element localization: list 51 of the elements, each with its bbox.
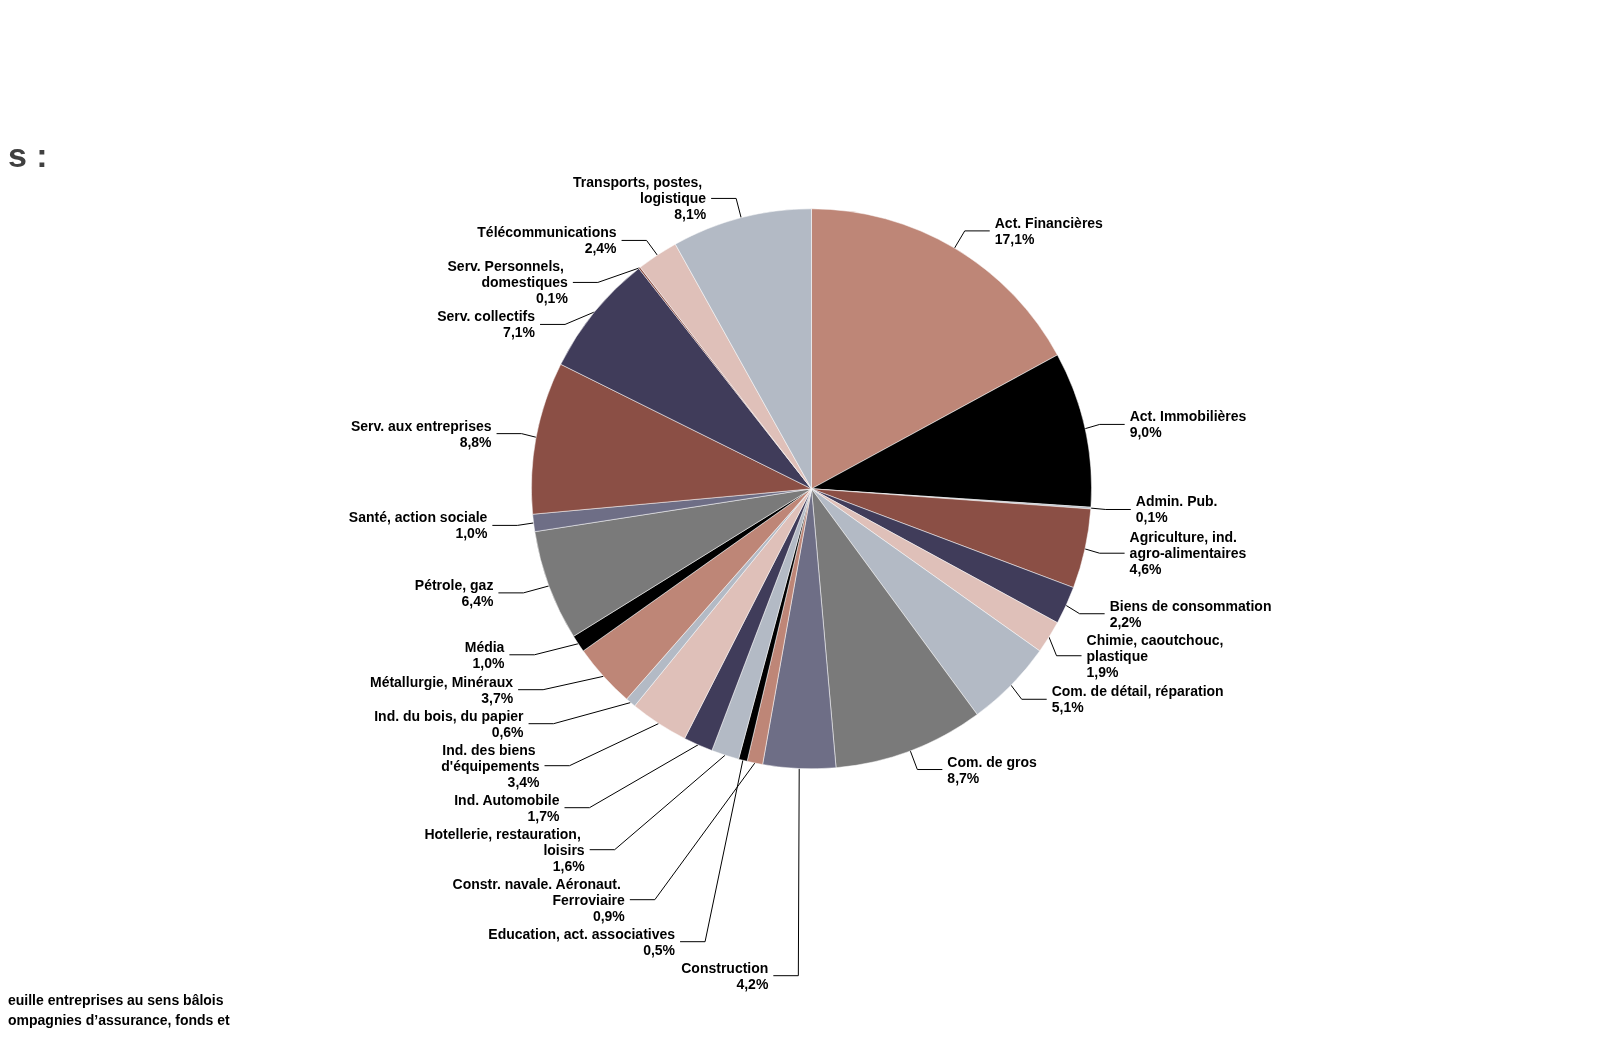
data-label: 4,2% [736, 975, 769, 992]
data-label: 1,9% [1086, 663, 1119, 680]
data-label: 2,2% [1109, 613, 1143, 630]
slice-label: Pétrole, gaz [414, 576, 494, 593]
data-label: 17,1% [994, 230, 1035, 247]
data-label: 1,0% [455, 525, 488, 542]
data-label: 1,6% [552, 857, 586, 874]
slice-label: Santé, action sociale [348, 509, 488, 526]
slice-label: Ind. du bois, du papier [374, 707, 525, 724]
slice-label: Serv. Personnels, domestiques [447, 258, 569, 291]
slice-label: Act. Financières [994, 214, 1104, 231]
slice-label: Agriculture, ind. agro-alimentaires [1129, 529, 1247, 562]
data-label: 7,1% [503, 324, 536, 341]
slice-label: Télécommunications [477, 224, 617, 241]
data-label: 5,1% [1051, 699, 1085, 716]
slice-label: Act. Immobilières [1129, 408, 1247, 425]
slice-label: Métallurgie, Minéraux [369, 673, 514, 690]
data-label: 0,6% [491, 723, 525, 740]
text: euille entreprises au sens bâlois [8, 992, 224, 1008]
slice-label: Education, act. associatives [488, 925, 676, 942]
text: ompagnies d’assurance, fonds et [8, 1012, 231, 1028]
data-label: 0,1% [1135, 509, 1169, 526]
data-label: 3,7% [481, 689, 514, 706]
slice-label: Constr. navale. Aéronaut. Ferroviaire [452, 875, 626, 908]
data-label: 4,6% [1129, 561, 1163, 578]
text: s : [8, 136, 48, 174]
slice-label: Construction [681, 959, 769, 976]
slice-label: Média [464, 638, 505, 655]
data-label: 6,4% [461, 592, 494, 609]
slice-label: Com. de détail, réparation [1051, 683, 1224, 700]
slice-label: Ind. des biens d'équipements [441, 741, 540, 774]
slice-label: Admin. Pub. [1135, 493, 1218, 510]
data-label: 8,1% [674, 206, 707, 223]
slice-label: Biens de consommation [1109, 597, 1272, 614]
data-label: 0,1% [535, 290, 569, 307]
data-label: 0,9% [592, 907, 626, 924]
slice-label: Ind. Automobile [454, 791, 560, 808]
data-label: 1,0% [472, 654, 505, 671]
slice-label: Serv. collectifs [437, 308, 536, 325]
data-label: 1,7% [527, 807, 561, 824]
data-label: 8,8% [459, 433, 493, 450]
slice-label: Chimie, caoutchouc, plastique [1086, 631, 1228, 664]
slice-label: Serv. aux entreprises [350, 417, 492, 434]
slice-label: Hotellerie, restauration, loisirs [424, 825, 585, 858]
data-label: 0,5% [643, 941, 676, 958]
data-label: 3,4% [507, 773, 541, 790]
data-label: 9,0% [1129, 424, 1163, 441]
data-label: 8,7% [947, 769, 980, 786]
data-label: 2,4% [584, 240, 618, 257]
slice-label: Com. de gros [947, 753, 1038, 770]
slice-label: Transports, postes, logistique [573, 174, 707, 207]
